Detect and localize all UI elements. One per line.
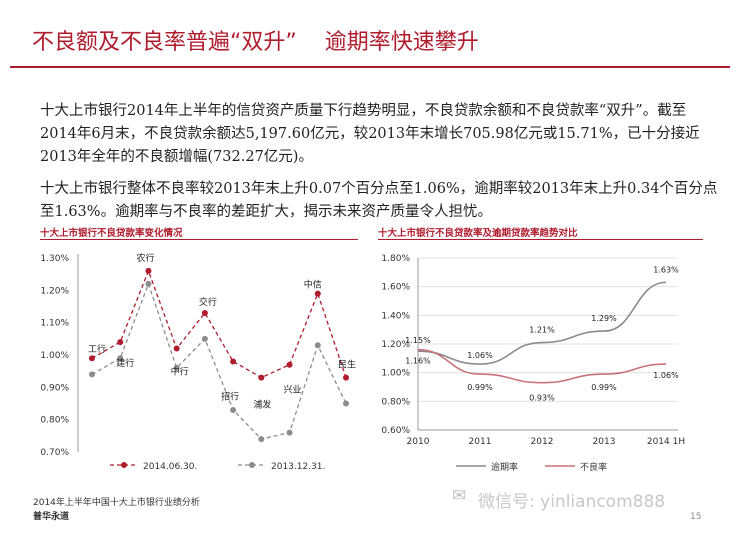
bank-label: 招行 bbox=[221, 390, 239, 402]
series-line-2014 bbox=[91, 269, 347, 379]
data-point-2013-浦发 bbox=[258, 436, 265, 443]
x-tick-label: 2013 bbox=[593, 437, 616, 447]
bank-label: 民生 bbox=[338, 359, 356, 371]
data-point-2014-工行 bbox=[89, 355, 95, 362]
watermark-text: 微信号: yinliancom888 bbox=[478, 492, 666, 512]
bank-label: 中信 bbox=[304, 279, 322, 291]
legend-label-npl: 不良率 bbox=[580, 461, 607, 473]
wechat-icon: ✉ bbox=[452, 486, 467, 506]
data-point-2013-农行 bbox=[145, 280, 152, 287]
y-tick-label: 1.40% bbox=[381, 311, 410, 321]
bank-label: 中行 bbox=[171, 366, 189, 378]
y-tick-label: 1.00% bbox=[40, 351, 69, 361]
y-tick-label: 1.80% bbox=[381, 254, 410, 264]
x-tick-label: 2012 bbox=[531, 437, 554, 447]
data-point-2013-兴业 bbox=[286, 429, 293, 436]
data-point-2013-工行 bbox=[89, 371, 95, 378]
bank-label: 建行 bbox=[116, 357, 134, 369]
overdue-data-label: 1.63% bbox=[653, 265, 679, 274]
paragraph-overdue-ratio: 十大上市银行整体不良率较2013年末上升0.07个百分点至1.06%，逾期率较2… bbox=[40, 181, 718, 220]
y-tick-label: 1.30% bbox=[40, 254, 69, 264]
y-tick-label: 0.80% bbox=[381, 397, 410, 407]
y-tick-label: 1.20% bbox=[40, 286, 69, 296]
data-point-2014-浦发 bbox=[258, 374, 265, 381]
data-point-2014-民生 bbox=[343, 374, 349, 381]
chart1-title-rule bbox=[40, 239, 358, 240]
legend-label-2013: 2013.12.31. bbox=[271, 462, 325, 472]
legend-label-overdue: 逾期率 bbox=[491, 461, 518, 473]
chart2-title-rule bbox=[378, 239, 703, 240]
data-point-2013-交行 bbox=[201, 335, 208, 342]
bank-label: 交行 bbox=[199, 296, 217, 308]
bank-label: 工行 bbox=[88, 343, 106, 355]
npl-data-label: 0.93% bbox=[529, 394, 555, 403]
legend-marker-2013 bbox=[249, 462, 255, 468]
chart1-title: 十大上市银行不良贷款率变化情况 bbox=[40, 228, 183, 239]
legend-label-2014: 2014.06.30. bbox=[143, 462, 197, 472]
title-divider bbox=[10, 66, 730, 68]
overdue-data-label: 1.29% bbox=[591, 314, 617, 323]
x-tick-label: 2014 1H bbox=[647, 437, 685, 447]
y-tick-label: 0.80% bbox=[40, 416, 69, 426]
y-tick-label: 0.70% bbox=[40, 448, 69, 458]
data-point-2013-中信 bbox=[314, 342, 321, 349]
bank-label: 农行 bbox=[136, 252, 154, 264]
page-number: 15 bbox=[690, 512, 702, 522]
npl-data-label: 0.99% bbox=[591, 383, 617, 392]
bank-label: 兴业 bbox=[284, 385, 302, 396]
bank-label: 浦发 bbox=[253, 399, 271, 411]
series-line-2013 bbox=[91, 281, 347, 440]
npl-ratio-line bbox=[417, 348, 667, 384]
y-tick-label: 0.60% bbox=[381, 426, 410, 436]
data-point-2014-中信 bbox=[314, 290, 321, 297]
chart2-title: 十大上市银行不良贷款率及逾期贷款率趋势对比 bbox=[378, 228, 578, 239]
npl-data-label: 1.16% bbox=[405, 357, 431, 366]
overdue-data-label: 1.15% bbox=[405, 336, 431, 345]
data-point-2014-招行 bbox=[230, 358, 237, 365]
data-point-2013-招行 bbox=[230, 406, 237, 413]
data-point-2013-建行 bbox=[117, 355, 124, 362]
data-point-2014-农行 bbox=[145, 267, 152, 274]
y-tick-label: 1.20% bbox=[381, 340, 410, 350]
paragraph-asset-quality: 十大上市银行2014年上半年的信贷资产质量下行趋势明显，不良贷款余额和不良贷款率… bbox=[40, 103, 700, 165]
footer-company: 普华永道 bbox=[33, 512, 70, 522]
y-tick-label: 1.60% bbox=[381, 283, 410, 293]
legend-marker-2014 bbox=[121, 462, 127, 468]
overdue-data-label: 1.21% bbox=[529, 326, 555, 335]
overdue-data-label: 1.06% bbox=[467, 351, 493, 360]
y-tick-label: 1.10% bbox=[40, 319, 69, 329]
npl-data-label: 1.06% bbox=[653, 371, 679, 380]
slide-title: 不良额及不良率普遍“双升” 逾期率快速攀升 bbox=[32, 30, 479, 55]
data-point-2014-交行 bbox=[201, 309, 208, 316]
npl-data-label: 0.99% bbox=[467, 383, 493, 392]
data-point-2013-中行 bbox=[173, 364, 180, 371]
overdue-ratio-line bbox=[417, 281, 667, 365]
data-point-2014-兴业 bbox=[286, 361, 293, 368]
x-tick-label: 2010 bbox=[407, 437, 430, 447]
data-point-2014-中行 bbox=[173, 345, 180, 352]
y-tick-label: 1.00% bbox=[381, 369, 410, 379]
footer-report-title: 2014年上半年中国十大上市银行业绩分析 bbox=[33, 498, 200, 508]
data-point-2013-民生 bbox=[343, 400, 349, 407]
data-point-2014-建行 bbox=[117, 339, 124, 346]
x-tick-label: 2011 bbox=[469, 437, 492, 447]
y-tick-label: 0.90% bbox=[40, 383, 69, 393]
